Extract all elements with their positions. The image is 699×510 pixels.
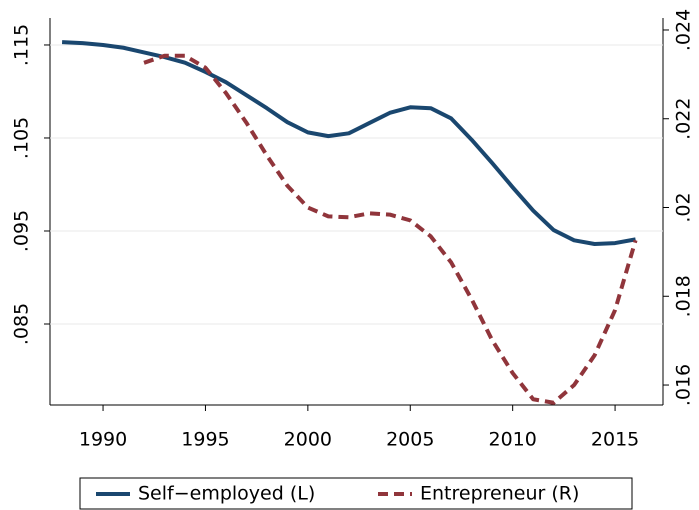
series-line — [61, 40, 636, 247]
y-tick-label: .095 — [11, 210, 33, 252]
legend-label: Self−employed (L) — [138, 483, 315, 505]
x-tick-label: 2010 — [488, 429, 536, 451]
x-tick-label: 2015 — [591, 429, 639, 451]
y2-tick-label: .024 — [673, 9, 695, 51]
x-tick-label: 2000 — [284, 429, 332, 451]
x-tick-label: 1995 — [181, 429, 229, 451]
y-tick-label: .115 — [11, 24, 33, 66]
y2-tick-label: .018 — [673, 275, 695, 317]
y2-tick-label: .022 — [673, 98, 695, 140]
y-tick-label: .105 — [11, 117, 33, 159]
y-tick-label: .085 — [11, 303, 33, 345]
y2-tick-label: .016 — [673, 364, 695, 406]
legend-box — [79, 477, 633, 510]
x-tick-label: 2005 — [386, 429, 434, 451]
legend-label: Entrepreneur (R) — [420, 483, 579, 505]
y2-tick-label: .02 — [673, 192, 695, 222]
series-line — [143, 53, 638, 405]
x-tick-label: 1990 — [79, 429, 127, 451]
